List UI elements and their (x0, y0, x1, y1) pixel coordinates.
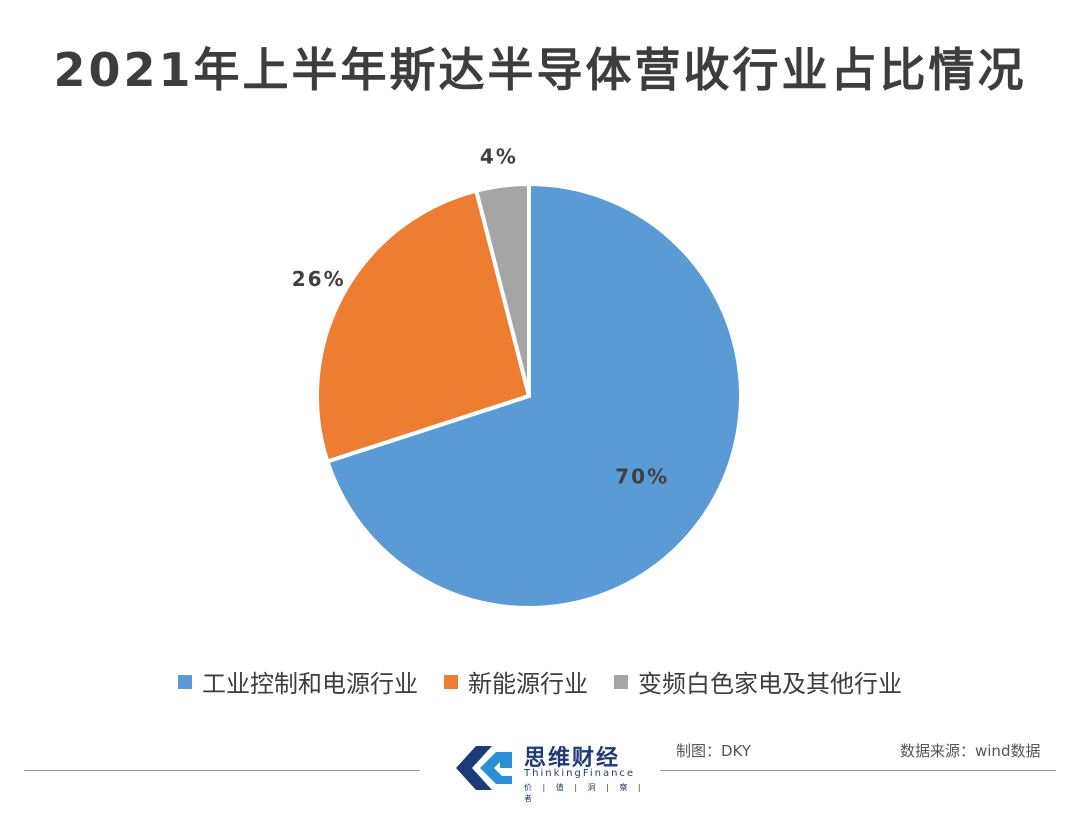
pie-data-labels: 70% 26% 4% (292, 144, 669, 489)
logo-tagline: 价 | 值 | 洞 | 察 | 者 (524, 783, 645, 803)
footer-divider-left (24, 770, 420, 771)
legend-item-new-energy: 新能源行业 (444, 664, 588, 699)
data-label-industrial: 70% (615, 465, 669, 489)
legend-label-new-energy: 新能源行业 (468, 670, 588, 698)
pie-slices (315, 182, 743, 610)
legend-label-appliances: 变频白色家电及其他行业 (638, 670, 902, 698)
pie-slice-appliances (474, 182, 531, 398)
legend-swatch-appliances (614, 674, 628, 689)
legend-item-industrial: 工业控制和电源行业 (178, 664, 418, 699)
legend-item-appliances: 变频白色家电及其他行业 (614, 664, 902, 699)
data-label-new-energy: 26% (292, 267, 346, 291)
legend-swatch-industrial (178, 674, 192, 689)
logo-mark-icon (456, 746, 512, 790)
data-label-appliances: 4% (480, 144, 518, 168)
pie-slice-new-energy (315, 188, 531, 464)
chart-legend: 工业控制和电源行业 新能源行业 变频白色家电及其他行业 (0, 664, 1080, 699)
legend-label-industrial: 工业控制和电源行业 (202, 670, 418, 698)
brand-logo: 思维财经 ThinkingFinance 价 | 值 | 洞 | 察 | 者 (450, 738, 650, 803)
logo-english: ThinkingFinance (524, 768, 636, 779)
data-source: 数据来源：wind数据 (900, 742, 1041, 760)
footer-divider-right (660, 770, 1056, 771)
logo-name: 思维财经 (524, 746, 621, 771)
legend-swatch-new-energy (444, 674, 458, 689)
pie-slice-industrial (325, 182, 743, 610)
chart-title: 2021年上半年斯达半导体营收行业占比情况 (53, 43, 1027, 97)
chart-credit: 制图：DKY (676, 742, 752, 760)
